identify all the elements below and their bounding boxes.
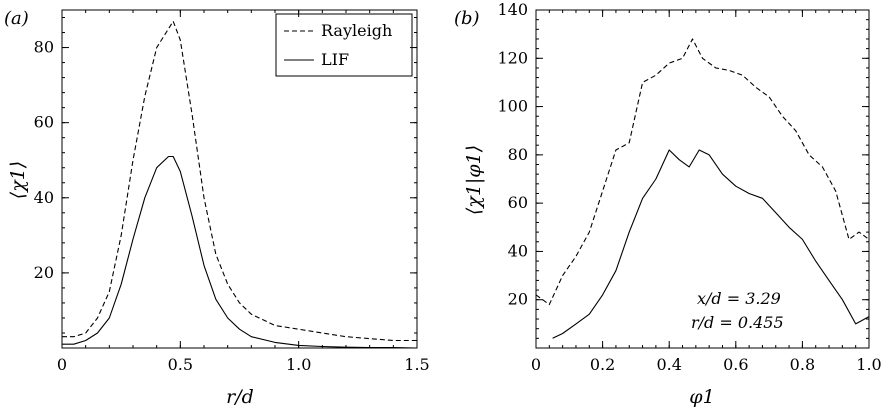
panel-b-frame: [535, 9, 870, 349]
panel-b-ytick-label: 140: [497, 0, 528, 19]
panel-b-ytick-label: 20: [508, 290, 528, 309]
panel-b: (b) 0 0.2 0.4 0.6 0.8 1.0 20 40 60 80 100 120 140 φ1…: [454, 0, 882, 408]
panel-a-ytick-label: 80: [34, 38, 54, 57]
panel-a-ytick-label: 40: [34, 188, 54, 207]
panel-a-xtick-label: 0.5: [168, 355, 193, 374]
panel-b-ticks: 0 0.2 0.4 0.6 0.8 1.0 20 40 60 80 100 120 140: [497, 0, 881, 374]
panel-b-ytick-label: 120: [497, 48, 528, 67]
panel-a-xlabel: r/d: [226, 386, 254, 408]
panel-a-label: (a): [4, 8, 29, 29]
panel-b-ytick-label: 100: [497, 97, 528, 116]
panel-a-xtick-label: 0: [57, 355, 67, 374]
panel-a-xtick-label: 1.0: [286, 355, 311, 374]
panel-b-series: [535, 38, 870, 339]
legend-rayleigh-label: Rayleigh: [321, 21, 392, 40]
panel-b-xtick-label: 0.4: [656, 355, 681, 374]
panel-a-ticks: 0 0.5 1.0 1.5 20 40 60 80: [34, 10, 430, 374]
legend-box: [275, 13, 413, 77]
panel-b-series-lif: [552, 149, 870, 339]
panel-b-xtick-label: 0: [531, 355, 541, 374]
panel-a-ytick-label: 60: [34, 113, 54, 132]
annotation-rd: r/d = 0.455: [691, 313, 784, 332]
panel-a-frame: [61, 9, 418, 349]
panel-b-label: (b): [454, 8, 480, 29]
panel-b-xtick-label: 0.6: [723, 355, 748, 374]
panel-b-ytick-label: 60: [508, 193, 528, 212]
panel-b-xtick-label: 0.8: [790, 355, 815, 374]
panel-b-ylabel: ⟨χ1|φ1⟩: [463, 145, 485, 215]
panel-a-xtick-label: 1.5: [404, 355, 429, 374]
panel-a-series: [62, 20, 418, 349]
panel-a-ytick-label: 20: [34, 263, 54, 282]
annotation-xd: x/d = 3.29: [697, 289, 781, 308]
panel-b-xlabel: φ1: [689, 386, 714, 408]
panel-b-series-rayleigh: [535, 38, 870, 306]
panel-a-ylabel: ⟨χ1⟩: [7, 161, 29, 199]
panel-b-xtick-label: 0.2: [590, 355, 615, 374]
legend-lif-label: LIF: [321, 50, 349, 69]
panel-a-series-rayleigh: [62, 20, 417, 342]
panel-a: (a) 0 0.5 1.0 1.5 20 40 60 80 r/d ⟨χ1⟩ Rayleigh…: [4, 8, 430, 408]
panel-a-legend: Rayleigh LIF: [275, 13, 413, 77]
panel-a-series-lif: [62, 155, 418, 349]
panel-b-xtick-label: 1.0: [856, 355, 881, 374]
panel-b-ytick-label: 40: [508, 241, 528, 260]
panel-b-ytick-label: 80: [508, 145, 528, 164]
